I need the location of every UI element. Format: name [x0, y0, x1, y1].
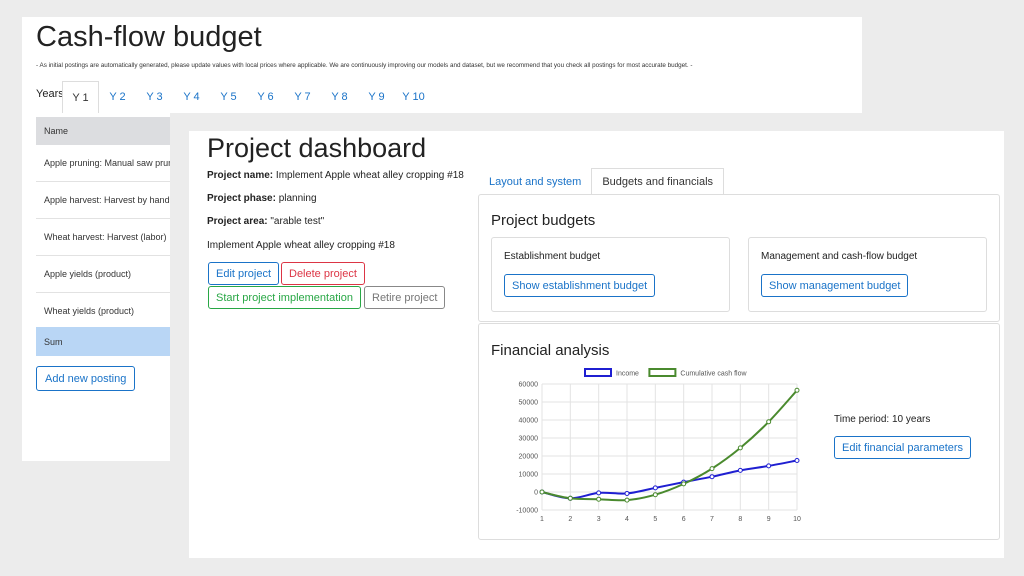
- data-point: [624, 497, 630, 503]
- data-point: [709, 474, 715, 480]
- x-tick-label: 3: [597, 516, 601, 523]
- establishment-budget-card: Establishment budget Show establishment …: [491, 237, 730, 312]
- cashflow-note: - As initial postings are automatically …: [36, 62, 693, 69]
- table-row[interactable]: Apple harvest: Harvest by hand (labor): [36, 182, 170, 219]
- tab-year-9[interactable]: Y 9: [368, 91, 385, 103]
- management-budget-card: Management and cash-flow budget Show man…: [748, 237, 987, 312]
- time-period-text: Time period: 10 years: [834, 414, 931, 425]
- data-point: [567, 495, 573, 501]
- legend-swatch: [584, 368, 612, 377]
- data-point: [737, 445, 743, 451]
- project-area-line: Project area: "arable test": [207, 216, 324, 227]
- x-tick-label: 6: [682, 516, 686, 523]
- project-name-line: Project name: Implement Apple wheat alle…: [207, 170, 464, 181]
- table-row[interactable]: Apple pruning: Manual saw pruning: [36, 145, 170, 182]
- x-tick-label: 2: [568, 516, 572, 523]
- project-area-value: "arable test": [270, 216, 325, 227]
- data-point: [794, 387, 800, 393]
- project-budgets-card: Project budgets Establishment budget Sho…: [478, 194, 1000, 322]
- data-point: [596, 496, 602, 502]
- project-name-value: Implement Apple wheat alley cropping #18: [275, 170, 464, 181]
- tab-layout-and-system[interactable]: Layout and system: [489, 175, 582, 188]
- x-tick-label: 1: [540, 516, 544, 523]
- establishment-budget-label: Establishment budget: [504, 251, 601, 262]
- x-tick-label: 5: [653, 516, 657, 523]
- y-tick-label: 0: [534, 490, 538, 497]
- table-header-name: Name: [36, 117, 170, 145]
- show-management-budget-button[interactable]: Show management budget: [761, 274, 909, 297]
- table-sum-row: Sum: [36, 327, 170, 356]
- tab-budgets-and-financials[interactable]: Budgets and financials: [591, 168, 725, 195]
- x-tick-label: 9: [767, 516, 771, 523]
- project-budgets-title: Project budgets: [491, 212, 596, 229]
- tab-year-5[interactable]: Y 5: [220, 91, 237, 103]
- legend-swatch: [648, 368, 677, 377]
- tab-year-4[interactable]: Y 4: [183, 91, 200, 103]
- data-point: [539, 489, 545, 495]
- y-tick-label: 60000: [519, 382, 539, 389]
- table-row[interactable]: Wheat harvest: Harvest (labor): [36, 219, 170, 256]
- data-point: [766, 463, 772, 469]
- show-establishment-budget-button[interactable]: Show establishment budget: [504, 274, 656, 297]
- start-implementation-button[interactable]: Start project implementation: [208, 286, 361, 309]
- y-tick-label: 10000: [519, 472, 539, 479]
- y-tick-label: 40000: [519, 418, 539, 425]
- x-tick-label: 4: [625, 516, 629, 523]
- data-point: [709, 466, 715, 472]
- add-posting-button[interactable]: Add new posting: [36, 366, 136, 391]
- data-point: [737, 467, 743, 473]
- cashflow-title: Cash-flow budget: [36, 21, 262, 53]
- tab-year-10[interactable]: Y 10: [402, 91, 425, 103]
- data-point: [681, 481, 687, 487]
- management-budget-label: Management and cash-flow budget: [761, 251, 918, 262]
- retire-project-button[interactable]: Retire project: [364, 286, 446, 309]
- year-tabs: Y 1 Y 2 Y 3 Y 4 Y 5 Y 6 Y 7 Y 8 Y 9 Y 10: [62, 81, 432, 113]
- y-tick-label: 50000: [519, 400, 539, 407]
- tab-year-2[interactable]: Y 2: [109, 91, 126, 103]
- series-line: [541, 389, 798, 502]
- data-point: [624, 490, 630, 496]
- y-tick-label: 30000: [519, 436, 539, 443]
- project-dashboard-panel: Project dashboard Project name: Implemen…: [189, 131, 1004, 558]
- cashflow-budget-panel: Cash-flow budget - As initial postings a…: [22, 17, 862, 113]
- edit-financial-parameters-button[interactable]: Edit financial parameters: [834, 436, 972, 459]
- project-description: Implement Apple wheat alley cropping #18: [207, 240, 395, 251]
- tab-year-6[interactable]: Y 6: [257, 91, 274, 103]
- data-point: [596, 490, 602, 496]
- data-point: [766, 419, 772, 425]
- financial-analysis-title: Financial analysis: [491, 342, 610, 359]
- y-tick-label: 20000: [519, 454, 539, 461]
- x-tick-label: 7: [710, 516, 714, 523]
- tab-year-8[interactable]: Y 8: [331, 91, 348, 103]
- edit-project-button[interactable]: Edit project: [208, 262, 280, 285]
- legend-label: Income: [616, 371, 639, 378]
- tab-year-3[interactable]: Y 3: [146, 91, 163, 103]
- years-label: Years:: [36, 88, 67, 100]
- table-row[interactable]: Wheat yields (product): [36, 293, 170, 330]
- data-point: [652, 485, 658, 491]
- tab-year-7[interactable]: Y 7: [294, 91, 311, 103]
- legend-label: Cumulative cash flow: [680, 371, 747, 378]
- project-phase-label: Project phase:: [207, 193, 276, 204]
- tab-year-1[interactable]: Y 1: [62, 81, 99, 113]
- data-point: [652, 492, 658, 498]
- dashboard-tabs: Layout and system Budgets and financials: [479, 168, 725, 195]
- series-line: [541, 459, 798, 500]
- project-phase-value: planning: [278, 193, 317, 204]
- x-tick-label: 10: [793, 516, 801, 523]
- table-row[interactable]: Apple yields (product): [36, 256, 170, 293]
- data-point: [794, 458, 800, 463]
- project-name-label: Project name:: [207, 170, 274, 181]
- delete-project-button[interactable]: Delete project: [281, 262, 365, 285]
- financial-analysis-card: Financial analysis -10000 0 10000 20000 3000…: [478, 323, 1000, 540]
- project-phase-line: Project phase: planning: [207, 193, 317, 204]
- dashboard-title: Project dashboard: [207, 133, 427, 163]
- cashflow-table-panel: Name Apple pruning: Manual saw pruning A…: [22, 113, 170, 461]
- x-tick-label: 8: [738, 516, 742, 523]
- y-tick-label: -10000: [516, 508, 538, 515]
- project-area-label: Project area:: [207, 216, 268, 227]
- financial-chart: -10000 0 10000 20000 30000 40000 50000 60000 1 2 3…: [516, 368, 801, 523]
